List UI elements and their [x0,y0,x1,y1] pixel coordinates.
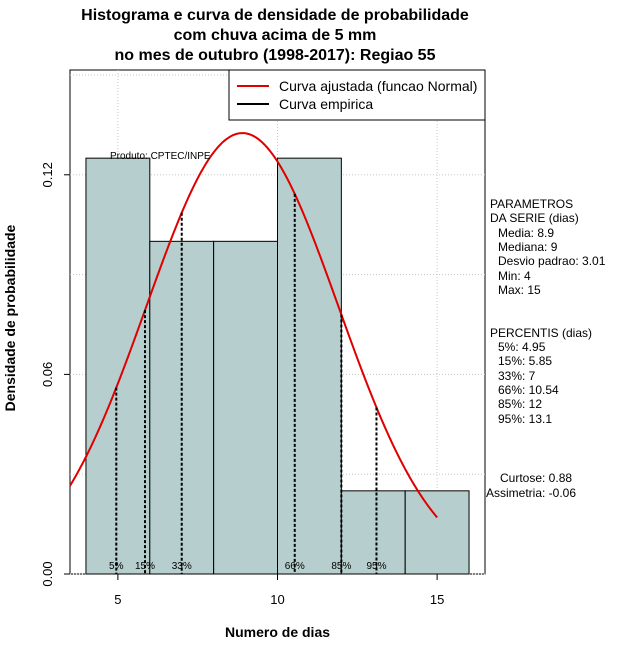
x-tick-label: 15 [430,592,444,607]
chart-title-line-1: Histograma e curva de densidade de proba… [81,7,469,24]
histogram-bar [213,240,278,575]
stat-desvio: Desvio padrao: 3.01 [498,254,606,268]
stat-p15: 15%: 5.85 [498,354,553,368]
stat-media: Media: 8.9 [498,226,555,240]
legend-label: Curva empirica [279,96,373,112]
y-tick-label: 0.12 [40,162,55,187]
x-axis-label: Numero de dias [224,624,331,640]
x-tick-label: 10 [270,592,284,607]
params-title-2: DA SERIE (dias) [490,211,579,225]
legend-box [228,69,486,121]
chart-title-line-3: no mes de outubro (1998-2017): Regiao 55 [114,47,436,64]
percentile-label: 5% [109,561,124,572]
percentis-title: PERCENTIS (dias) [490,326,593,340]
histogram-bar [277,157,342,575]
percentile-label: 33% [172,561,192,572]
legend-label: Curva ajustada (funcao Normal) [279,78,477,94]
histogram-bar [404,490,470,575]
stat-p5: 5%: 4.95 [498,340,546,354]
percentile-label: 66% [285,561,305,572]
normal-fit-curve [69,132,438,519]
x-tick-label: 5 [114,592,121,607]
stat-p95: 95%: 13.1 [498,412,553,426]
y-tick-label: 0.00 [40,561,55,586]
y-tick-label: 0.06 [40,362,55,387]
stat-min: Min: 4 [498,269,531,283]
stat-p33: 33%: 7 [498,369,536,383]
stat-curtose: Curtose: 0.88 [500,471,573,485]
params-title-1: PARAMETROS [490,197,574,211]
percentile-label: 15% [135,561,155,572]
percentile-label: 95% [366,561,386,572]
stat-p85: 85%: 12 [498,397,543,411]
chart-title-line-2: com chuva acima de 5 mm [173,27,377,44]
stat-mediana: Mediana: 9 [498,240,558,254]
percentile-label: 85% [331,561,351,572]
stat-assimetria: Assimetria: -0.06 [486,486,577,500]
stat-p66: 66%: 10.54 [498,383,559,397]
histogram-bar [85,157,151,575]
product-note: Produto: CPTEC/INPE [110,151,211,162]
stat-max: Max: 15 [498,283,541,297]
